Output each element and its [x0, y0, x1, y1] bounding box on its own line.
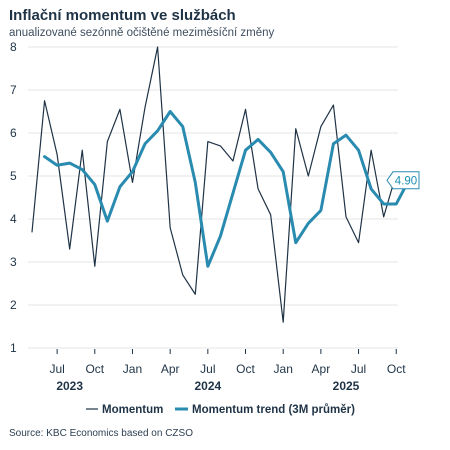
x-tick-label: Apr	[161, 362, 180, 376]
last-value-callout: 4.90	[386, 171, 420, 190]
x-tick-label: Oct	[387, 362, 406, 376]
year-label: 2024	[194, 379, 221, 393]
x-tick-label: Jul	[351, 362, 366, 376]
y-tick-label: 8	[10, 40, 17, 54]
y-tick-label: 7	[10, 83, 17, 97]
x-tick-label: Jul	[49, 362, 64, 376]
x-tick-label: Jan	[274, 362, 293, 376]
chart-title: Inflační momentum ve službách	[9, 7, 236, 24]
legend-trend-label: Momentum trend (3M průměr)	[192, 404, 355, 416]
x-tick-label: Jul	[200, 362, 215, 376]
x-tick-label: Jan	[123, 362, 142, 376]
y-tick-label: 1	[10, 341, 17, 355]
series-lines	[31, 46, 411, 323]
callout-box	[386, 171, 420, 190]
x-tick-label: Oct	[85, 362, 104, 376]
x-tick-label: Apr	[312, 362, 331, 376]
y-axis: 1 2 3 4 5 6 7 8	[10, 40, 17, 355]
source-note: Source: KBC Economics based on CZSO	[9, 428, 193, 439]
gridlines	[28, 46, 398, 349]
callout-value: 4.90	[395, 175, 417, 187]
y-tick-label: 5	[10, 169, 17, 183]
momentum-trend-line	[43, 110, 411, 268]
y-tick-label: 6	[10, 126, 17, 140]
legend: Momentum Momentum trend (3M průměr)	[86, 404, 355, 416]
chart-subtitle: anualizované sezónně očištěné meziměsíčn…	[9, 27, 275, 39]
year-label: 2025	[333, 379, 360, 393]
y-tick-label: 2	[10, 298, 17, 312]
x-tick-label: Oct	[236, 362, 255, 376]
year-label: 2023	[56, 379, 83, 393]
y-tick-label: 4	[10, 212, 17, 226]
momentum-line	[31, 46, 397, 323]
legend-momentum-label: Momentum	[102, 404, 163, 416]
y-tick-label: 3	[10, 255, 17, 269]
